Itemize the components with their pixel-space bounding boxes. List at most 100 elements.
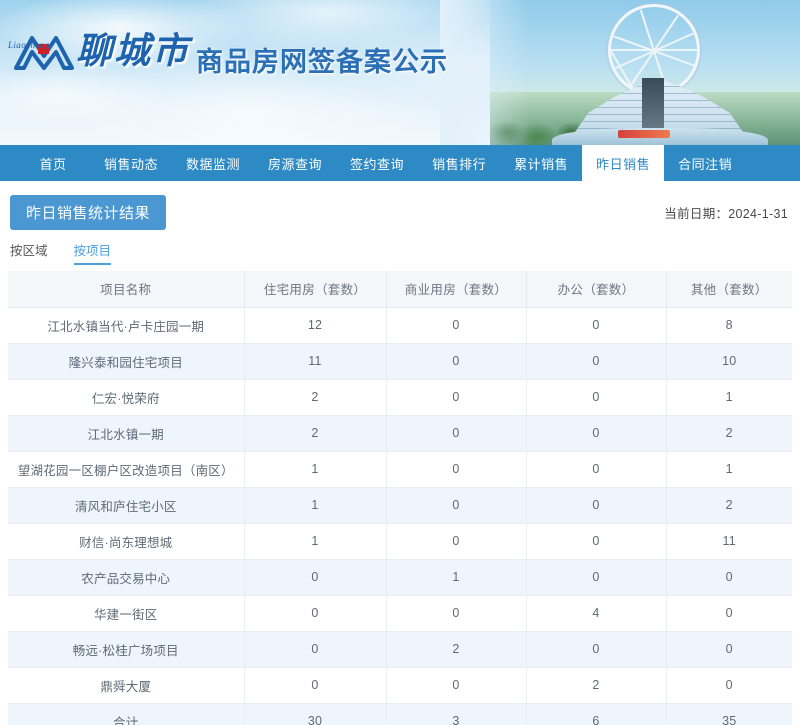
project-name-cell: 鼎舜大厦 — [8, 667, 245, 704]
value-cell-commercial: 0 — [386, 523, 527, 560]
table-row: 清风和庐住宅小区 1 0 0 2 — [8, 487, 792, 524]
table-header-row: 项目名称 住宅用房（套数） 商业用房（套数） 办公（套数） 其他（套数） — [8, 271, 792, 308]
value-cell-commercial: 2 — [386, 631, 527, 668]
value-cell-office: 4 — [526, 595, 667, 632]
nav-item-label: 昨日销售 — [596, 156, 651, 172]
value-cell-residential: 2 — [244, 379, 387, 416]
table-row: 望湖花园一区棚户区改造项目（南区） 1 0 0 1 — [8, 451, 792, 488]
banner-photo-fade — [440, 0, 530, 145]
value-cell-residential: 11 — [244, 343, 387, 380]
nav-item-label: 数据监测 — [186, 156, 241, 172]
value-cell-office: 0 — [526, 523, 667, 560]
value-cell-office: 6 — [526, 703, 667, 725]
sales-stats-table: 项目名称 住宅用房（套数） 商业用房（套数） 办公（套数） 其他（套数） 江北水镇当代·… — [8, 271, 792, 725]
brand-title-cn: 聊城市 — [76, 31, 191, 71]
value-cell-residential: 1 — [244, 451, 387, 488]
value-cell-residential: 0 — [244, 667, 387, 704]
table-row: 农产品交易中心 0 1 0 0 — [8, 559, 792, 596]
project-name-cell: 合计 — [8, 703, 245, 725]
project-name-cell: 农产品交易中心 — [8, 559, 245, 596]
nav-item-label: 首页 — [39, 156, 67, 172]
table-column-header-1: 住宅用房（套数） — [244, 271, 387, 308]
nav-item-1[interactable]: 销售动态 — [90, 145, 172, 181]
value-cell-residential: 0 — [244, 559, 387, 596]
value-cell-commercial: 0 — [386, 451, 527, 488]
tab-0[interactable]: 按区域 — [10, 244, 48, 258]
value-cell-residential: 12 — [244, 307, 387, 344]
value-cell-other: 1 — [666, 379, 792, 416]
value-cell-office: 0 — [526, 631, 667, 668]
table-row: 华建一街区 0 0 4 0 — [8, 595, 792, 632]
logo-subtext: Liaocheng — [8, 40, 50, 50]
project-name-cell: 江北水镇一期 — [8, 415, 245, 452]
value-cell-commercial: 0 — [386, 667, 527, 704]
value-cell-other: 0 — [666, 667, 792, 704]
page-header-row: 昨日销售统计结果 当前日期：2024-1-31 — [8, 191, 792, 235]
value-cell-office: 0 — [526, 343, 667, 380]
value-cell-office: 0 — [526, 307, 667, 344]
value-cell-office: 2 — [526, 667, 667, 704]
brand-subtitle: 商品房网签备案公示 — [196, 47, 448, 77]
banner-photo — [490, 0, 800, 145]
nav-item-label: 销售动态 — [104, 156, 159, 172]
project-name-cell: 江北水镇当代·卢卡庄园一期 — [8, 307, 245, 344]
nav-item-2[interactable]: 数据监测 — [172, 145, 254, 181]
value-cell-commercial: 1 — [386, 559, 527, 596]
value-cell-commercial: 0 — [386, 415, 527, 452]
project-name-cell: 隆兴泰和园住宅项目 — [8, 343, 245, 380]
nav-item-label: 房源查询 — [268, 156, 323, 172]
value-cell-other: 0 — [666, 595, 792, 632]
project-name-cell: 财信·尚东理想城 — [8, 523, 245, 560]
table-row: 鼎舜大厦 0 0 2 0 — [8, 667, 792, 704]
tab-1[interactable]: 按项目 — [73, 240, 111, 265]
value-cell-commercial: 0 — [386, 379, 527, 416]
stats-table-wrapper: 项目名称 住宅用房（套数） 商业用房（套数） 办公（套数） 其他（套数） 江北水镇当代·… — [8, 271, 792, 725]
nav-item-3[interactable]: 房源查询 — [254, 145, 336, 181]
value-cell-residential: 2 — [244, 415, 387, 452]
table-column-header-3: 办公（套数） — [526, 271, 667, 308]
value-cell-office: 0 — [526, 379, 667, 416]
value-cell-office: 0 — [526, 487, 667, 524]
value-cell-office: 0 — [526, 451, 667, 488]
value-cell-commercial: 0 — [386, 595, 527, 632]
table-row: 仁宏·悦荣府 2 0 0 1 — [8, 379, 792, 416]
value-cell-residential: 1 — [244, 487, 387, 524]
value-cell-other: 1 — [666, 451, 792, 488]
table-column-header-0: 项目名称 — [8, 271, 245, 308]
nav-item-label: 累计销售 — [514, 156, 569, 172]
project-name-cell: 畅远·松桂广场项目 — [8, 631, 245, 668]
table-head: 项目名称 住宅用房（套数） 商业用房（套数） 办公（套数） 其他（套数） — [8, 271, 792, 308]
value-cell-other: 2 — [666, 487, 792, 524]
nav-item-7[interactable]: 昨日销售 — [582, 145, 665, 181]
value-cell-residential: 0 — [244, 631, 387, 668]
value-cell-other: 0 — [666, 631, 792, 668]
project-name-cell: 清风和庐住宅小区 — [8, 487, 245, 524]
table-body: 江北水镇当代·卢卡庄园一期 12 0 0 8 隆兴泰和园住宅项目 11 0 0 10 仁宏·悦荣府 2… — [8, 307, 792, 725]
value-cell-other: 35 — [666, 703, 792, 725]
value-cell-commercial: 0 — [386, 343, 527, 380]
project-name-cell: 仁宏·悦荣府 — [8, 379, 245, 416]
table-row: 隆兴泰和园住宅项目 11 0 0 10 — [8, 343, 792, 380]
nav-item-4[interactable]: 签约查询 — [336, 145, 418, 181]
main-navigation[interactable]: 首页 销售动态 数据监测 房源查询 签约查询 销售排行 累计销售 昨日销售 合同注销 — [0, 145, 800, 181]
value-cell-other: 8 — [666, 307, 792, 344]
table-total-row: 合计 30 3 6 35 — [8, 703, 792, 725]
nav-item-5[interactable]: 销售排行 — [418, 145, 500, 181]
site-banner: Liaocheng 聊城市 商品房网签备案公示 — [0, 0, 800, 145]
value-cell-other: 2 — [666, 415, 792, 452]
value-cell-residential: 30 — [244, 703, 387, 725]
current-date-label: 当前日期：2024-1-31 — [664, 207, 788, 221]
nav-item-8[interactable]: 合同注销 — [664, 145, 746, 181]
page-content: 昨日销售统计结果 当前日期：2024-1-31 按区域 按项目 项目名称 住宅用房（… — [0, 191, 800, 725]
value-cell-other: 10 — [666, 343, 792, 380]
nav-item-0[interactable]: 首页 — [16, 145, 90, 181]
project-name-cell: 望湖花园一区棚户区改造项目（南区） — [8, 451, 245, 488]
nav-item-label: 签约查询 — [350, 156, 405, 172]
page-title: 昨日销售统计结果 — [10, 195, 167, 230]
value-cell-other: 11 — [666, 523, 792, 560]
view-mode-tabs[interactable]: 按区域 按项目 — [8, 237, 792, 265]
value-cell-commercial: 3 — [386, 703, 527, 725]
building-sign — [618, 130, 670, 138]
value-cell-commercial: 0 — [386, 487, 527, 524]
nav-item-6[interactable]: 累计销售 — [500, 145, 582, 181]
